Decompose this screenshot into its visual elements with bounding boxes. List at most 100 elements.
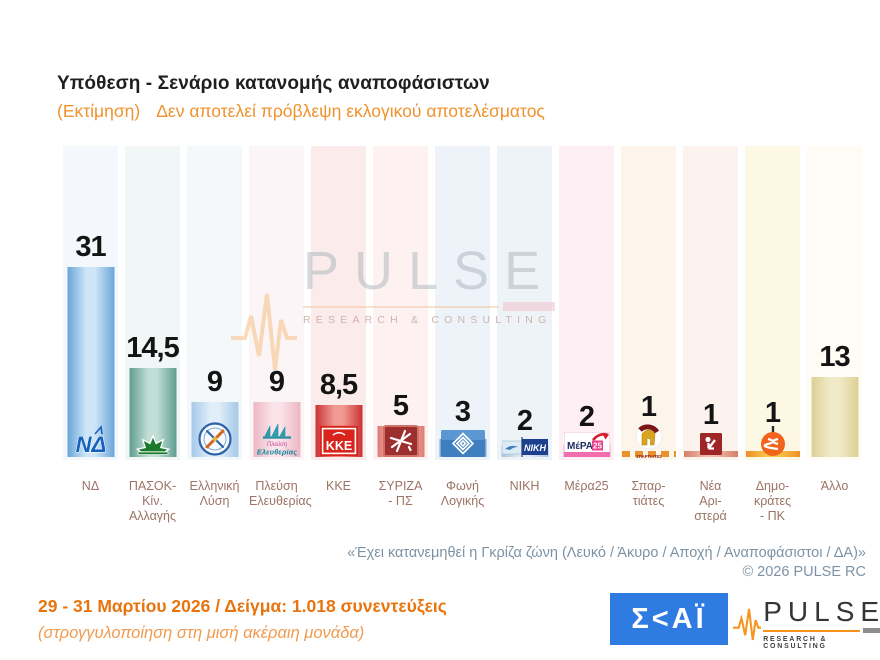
subtitle-text: Δεν αποτελεί πρόβλεψη εκλογικού αποτελέσ…: [156, 101, 545, 121]
dimokrates-logo: [760, 426, 785, 456]
x-axis-label-line: Δημο-: [755, 479, 790, 493]
value-label: 9: [268, 366, 285, 399]
bar-column-13: 13: [807, 146, 862, 460]
x-axis-label-line: ΠΑΣΟΚ-Κίν.: [128, 479, 177, 508]
x-axis-label: Ελληνική Λύση: [187, 479, 242, 523]
x-axis-label-line: Μέρα25: [564, 479, 609, 493]
party-logo: ΝΙΚΗ: [501, 437, 548, 457]
nea-aristera-logo: [699, 433, 722, 455]
x-axis-label: Φωνή Λογικής: [435, 479, 490, 523]
mera25-logo: ΜέΡΑ 25: [563, 432, 610, 457]
x-axis-label-line: κράτες: [753, 493, 792, 508]
x-axis-label: Νέα Αρι-στερά: [683, 479, 738, 523]
svg-text:ΝΔ: ΝΔ: [75, 432, 106, 457]
x-axis-label: Σπαρ-τιάτες: [621, 479, 676, 523]
greyzone-note: «Έχει κατανεμηθεί η Γκρίζα ζώνη (Λευκό /…: [347, 545, 866, 561]
x-axis-label-line: ΚΚΕ: [325, 479, 351, 493]
value-label: 2: [578, 401, 595, 434]
value-label: 1: [702, 399, 719, 432]
spartan-helmet-logo: ΣΠΑΡΤΙΑΤΕΣ: [635, 422, 662, 459]
x-axis-label-line: Άλλο: [820, 479, 849, 493]
x-axis-label-line: - ΠΣ: [388, 493, 413, 508]
x-axis-label: ΠΑΣΟΚ-Κίν. Αλλαγής: [125, 479, 180, 523]
bar-column-1: ΝΔ 31: [63, 146, 118, 460]
x-axis-label: Πλεύση Ελευθερίας: [249, 479, 312, 523]
bar-column-12: 1: [745, 146, 800, 460]
party-logo: ΝΔ: [69, 425, 113, 457]
pulse-logo-tag: [862, 628, 880, 633]
skai-logo: Σ<ΑΪ: [610, 593, 728, 645]
x-axis-label-line: Ελληνική: [189, 479, 240, 493]
value-label: 1: [640, 391, 657, 424]
svg-text:Ελευθερίας: Ελευθερίας: [256, 448, 296, 457]
kke-logo: ΚΚΕ: [319, 425, 358, 457]
svg-text:ΜέΡΑ: ΜέΡΑ: [567, 441, 593, 452]
pulse-logo-subtitle: RESEARCH & CONSULTING: [763, 636, 828, 650]
pulse-logo: PULSE RESEARCH & CONSULTING: [733, 598, 880, 650]
skai-logo-text: Σ<ΑΪ: [631, 602, 707, 635]
svg-text:25: 25: [593, 442, 602, 451]
party-logo: ΜέΡΑ 25: [563, 432, 610, 457]
plefsi-sailboat-logo: Πλεύση Ελευθερίας: [256, 423, 297, 457]
x-axis-label-line: στερά: [694, 508, 727, 523]
party-logo: [759, 426, 787, 457]
x-axis-label: ΚΚΕ: [311, 479, 366, 523]
subtitle-prefix: (Εκτίμηση): [57, 101, 141, 121]
party-logo: [131, 425, 175, 457]
subtitle: (Εκτίμηση) Δεν αποτελεί πρόβλεψη εκλογικο…: [57, 101, 545, 122]
nd-logo: ΝΔ: [75, 425, 106, 457]
x-axis-label-line: Λογικής: [440, 493, 485, 508]
bar-column-10: ΣΠΑΡΤΙΑΤΕΣ 1: [621, 146, 676, 460]
bar: [811, 377, 858, 457]
x-axis-label: ΝΙΚΗ: [497, 479, 552, 523]
party-logo: [382, 425, 419, 457]
pulse-waveform-icon: [733, 608, 762, 641]
svg-text:ΝΙΚΗ: ΝΙΚΗ: [524, 443, 546, 453]
value-label: 9: [206, 366, 223, 399]
bar-chart: PULSE RESEARCH & CONSULTING ΝΔ 31 14,5 9: [63, 146, 862, 460]
syriza-star-logo: [382, 425, 419, 457]
pasok-sun-logo: [135, 434, 170, 455]
party-logo: [698, 431, 724, 457]
value-label: 31: [75, 231, 106, 264]
x-axis-label: ΝΔ: [63, 479, 118, 523]
footnote: «Έχει κατανεμηθεί η Γκρίζα ζώνη (Λευκό /…: [347, 544, 866, 581]
compass-logo: [197, 422, 232, 456]
x-axis-label-line: ΣΥΡΙΖΑ: [378, 479, 423, 493]
niki-logo: ΝΙΚΗ: [501, 437, 548, 457]
pulse-logo-rule: [763, 628, 880, 633]
x-axis-label-line: Αλλαγής: [128, 508, 177, 523]
bar-column-3: 9: [187, 146, 242, 460]
pulse-logo-word: PULSE: [763, 596, 880, 627]
value-label: 1: [764, 397, 781, 430]
x-axis-label: Άλλο: [807, 479, 862, 523]
x-axis-label-line: Σπαρ-: [631, 479, 666, 493]
x-axis-label-line: Νέα: [699, 479, 722, 493]
x-axis-label-line: ΝΙΚΗ: [509, 479, 540, 493]
bar-column-2: 14,5: [125, 146, 180, 460]
x-axis-label-line: - ΠΚ: [760, 508, 785, 523]
value-label: 2: [516, 405, 533, 438]
x-axis-label-line: Λύση: [199, 493, 230, 508]
svg-text:Πλεύση: Πλεύση: [266, 441, 287, 448]
x-axis-label: ΣΥΡΙΖΑ - ΠΣ: [373, 479, 428, 523]
bar-column-11: 1: [683, 146, 738, 460]
copyright-line: © 2026 PULSE RC: [742, 563, 866, 580]
bar: [67, 267, 114, 457]
page-title: Υπόθεση - Σενάριο κατανομής αναποφάσιστω…: [57, 73, 490, 94]
x-axis-label-line: ΝΔ: [81, 479, 100, 493]
party-logo: ΚΚΕ: [319, 425, 359, 457]
bar-column-7: 3: [435, 146, 490, 460]
pulse-logo-ruleline: [763, 629, 860, 632]
bar-column-8: ΝΙΚΗ 2: [497, 146, 552, 460]
x-axis-label-line: Ελευθερίας: [249, 493, 312, 508]
party-logo: ΣΠΑΡΤΙΑΤΕΣ: [629, 421, 669, 459]
sample-line: 29 - 31 Μαρτίου 2026 / Δείγμα: 1.018 συν…: [38, 596, 447, 616]
bar-column-5: ΚΚΕ 8,5: [311, 146, 366, 460]
foni-logikis-logo: [440, 430, 485, 457]
x-axis-label-line: Αρι-: [699, 493, 722, 508]
party-logo: [197, 421, 233, 457]
value-label: 8,5: [319, 369, 358, 402]
x-axis-label: Μέρα25: [559, 479, 614, 523]
